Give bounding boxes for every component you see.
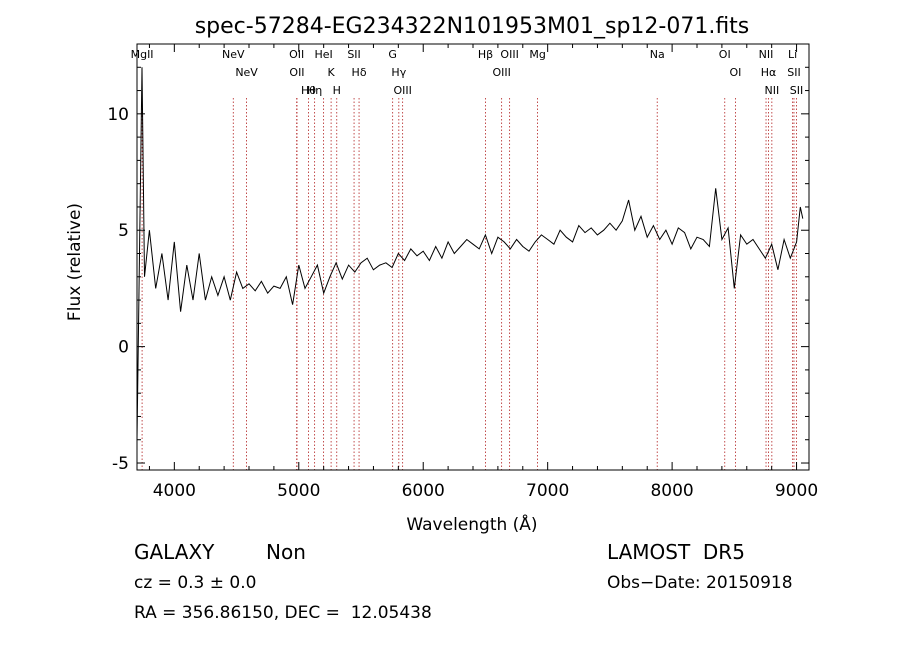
- line-marker-label: H: [333, 84, 341, 97]
- line-marker-label: Li: [788, 48, 797, 61]
- plot-frame: [136, 43, 810, 471]
- line-marker-label: OI: [719, 48, 731, 61]
- line-marker-label: SII: [787, 66, 800, 79]
- redshift-cz: cz = 0.3 ± 0.0: [134, 573, 257, 593]
- line-marker-label: OIII: [500, 48, 518, 61]
- line-marker-label: Hα: [761, 66, 777, 79]
- x-tick-label: 8000: [650, 481, 693, 501]
- x-tick-label: 6000: [402, 481, 445, 501]
- line-marker-label: K: [327, 66, 335, 79]
- spectrum-line: [136, 67, 804, 440]
- line-marker-label: HeI: [314, 48, 332, 61]
- line-marker-label: Hδ: [352, 66, 367, 79]
- line-marker-label: NeV: [222, 48, 245, 61]
- y-tick-label: 10: [107, 105, 129, 125]
- y-tick-label: -5: [112, 454, 129, 474]
- x-tick-label: 5000: [277, 481, 320, 501]
- line-marker-label: OII: [289, 66, 304, 79]
- line-marker-label: NII: [764, 84, 779, 97]
- line-marker-label: SII: [790, 84, 803, 97]
- x-tick-label: 4000: [153, 481, 196, 501]
- line-marker-label: OI: [729, 66, 741, 79]
- line-marker-label: NeV: [235, 66, 258, 79]
- line-marker-label: Na: [650, 48, 665, 61]
- line-marker-label: Hγ: [391, 66, 406, 79]
- y-tick-label: 0: [118, 338, 129, 358]
- survey-name: LAMOST DR5: [607, 540, 745, 564]
- y-axis-label: Flux (relative): [65, 203, 85, 321]
- line-marker-label: OII: [289, 48, 304, 61]
- line-marker-label: G: [388, 48, 397, 61]
- ra-dec: RA = 356.86150, DEC = 12.05438: [134, 603, 432, 623]
- obs-date: Obs−Date: 20150918: [607, 573, 793, 593]
- object-class: GALAXY: [134, 540, 215, 564]
- y-axis-ticks: -5 0 5 10: [107, 66, 809, 474]
- line-marker-label: Hθ: [301, 84, 316, 97]
- line-marker-label: OIII: [393, 84, 411, 97]
- x-tick-label: 9000: [775, 481, 818, 501]
- x-axis-ticks: 4000 5000 6000 7000 8000 9000: [148, 44, 818, 501]
- line-marker-label: Hη: [307, 84, 322, 97]
- line-markers: [141, 98, 797, 470]
- line-marker-label: SII: [347, 48, 360, 61]
- line-marker-label: NII: [759, 48, 774, 61]
- line-marker-label: MgII: [131, 48, 154, 61]
- x-axis-label: Wavelength (Å): [406, 513, 537, 535]
- line-marker-label: Mg: [529, 48, 545, 61]
- line-marker-label: OIII: [492, 66, 510, 79]
- line-marker-label: Hβ: [478, 48, 493, 61]
- object-subclass: Non: [266, 540, 306, 564]
- chart-title: spec-57284-EG234322N101953M01_sp12-071.f…: [195, 14, 750, 39]
- x-tick-label: 7000: [526, 481, 569, 501]
- y-tick-label: 5: [118, 221, 129, 241]
